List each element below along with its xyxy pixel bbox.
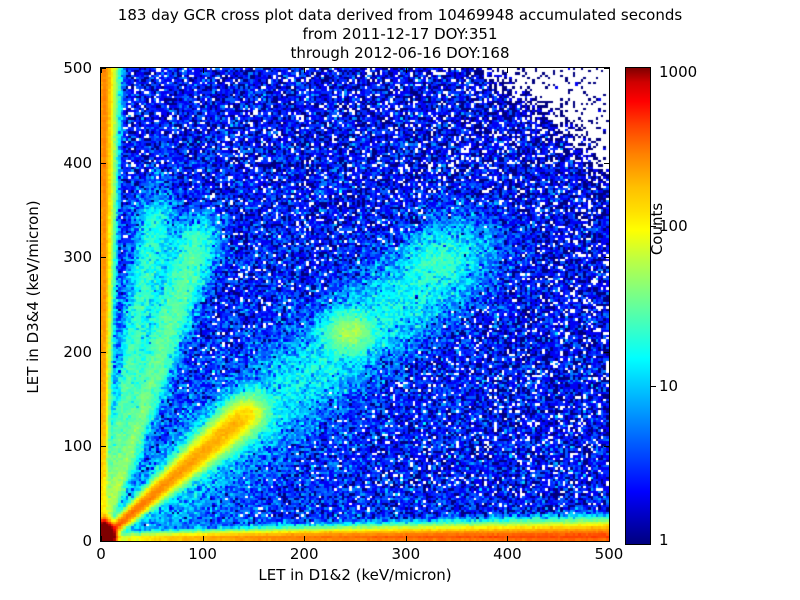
y-tick-mark-right [604,257,609,259]
y-tick-mark [101,162,106,164]
colorbar-gradient [625,67,651,545]
y-tick-label: 0 [82,532,92,550]
y-tick-mark-right [604,351,609,353]
y-tick-mark [101,446,106,448]
colorbar: 1000 100 10 1 [625,63,697,549]
y-tick-mark-right [604,162,609,164]
x-tick-mark-top [609,68,610,73]
chart-title: 183 day GCR cross plot data derived from… [0,6,800,63]
y-tick-label: 300 [63,248,92,267]
x-tick-label: 100 [188,545,217,563]
colorbar-tick-label: 1000 [659,63,698,81]
x-tick-mark-top [507,68,509,73]
plot-area [100,67,610,542]
y-tick-label: 500 [63,59,92,77]
y-tick-mark-right [604,446,609,448]
title-line-2: from 2011-12-17 DOY:351 [302,25,498,43]
y-tick-label: 200 [63,342,92,361]
y-tick-mark-right [604,541,609,542]
x-tick-label: 0 [96,545,106,563]
x-tick-mark [609,536,610,541]
x-tick-label: 300 [391,545,421,563]
x-tick-mark [202,536,204,541]
colorbar-tick-mark [651,226,656,228]
y-tick-label: 400 [63,153,92,172]
y-tick-mark [101,351,106,353]
x-tick-mark [304,536,306,541]
x-tick-mark-top [304,68,306,73]
x-tick-mark [101,536,102,541]
title-line-1: 183 day GCR cross plot data derived from… [117,6,683,24]
y-tick-mark [101,257,106,259]
y-axis-label: LET in D3&4 (keV/micron) [24,200,42,394]
heatmap-canvas [101,68,609,541]
title-line-3: through 2012-06-16 DOY:168 [290,44,510,62]
x-tick-mark-top [101,68,102,73]
colorbar-label: Counts [648,202,666,256]
x-axis-label: LET in D1&2 (keV/micron) [258,566,452,584]
x-tick-label: 400 [493,545,522,563]
colorbar-tick-mark [651,385,656,387]
y-tick-mark-right [604,68,609,69]
x-tick-mark-top [202,68,204,73]
x-tick-label: 200 [289,545,319,563]
y-tick-label: 100 [63,437,92,456]
x-tick-mark [405,536,407,541]
colorbar-tick-label: 1 [659,531,669,549]
x-tick-mark-top [405,68,407,73]
colorbar-tick-label: 10 [659,376,679,395]
x-tick-mark [507,536,509,541]
y-tick-mark [101,68,106,69]
x-tick-label: 500 [594,545,624,563]
y-tick-mark [101,541,106,542]
colorbar-tick-label: 100 [659,217,688,236]
